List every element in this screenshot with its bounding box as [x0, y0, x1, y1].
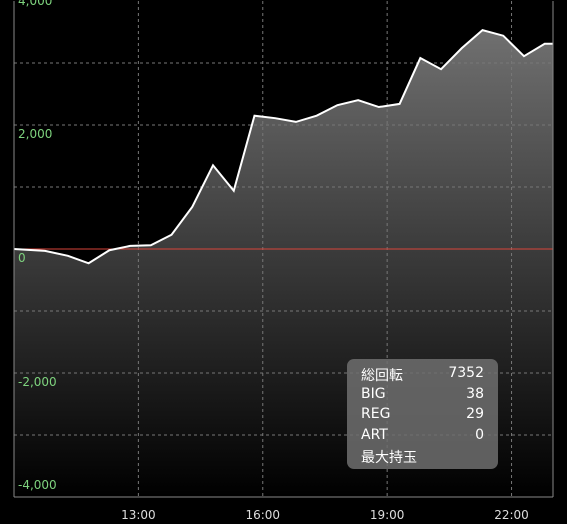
info-value: 29 — [466, 406, 484, 422]
info-value: 0 — [475, 426, 484, 443]
info-row: REG 29 — [361, 406, 484, 427]
info-row: ART 0 — [361, 427, 484, 448]
info-row: 総回転 7352 — [361, 365, 484, 386]
y-tick-label: -4,000 — [18, 478, 57, 492]
info-label: REG — [361, 406, 391, 422]
info-row: BIG 38 — [361, 386, 484, 407]
x-tick-label: 16:00 — [245, 508, 280, 522]
y-tick-label: 4,000 — [18, 0, 52, 8]
line — [13, 29, 553, 265]
x-tick-label: 13:00 — [121, 508, 156, 522]
x-tick-label: 19:00 — [370, 508, 405, 522]
y-tick-label: 0 — [18, 251, 26, 265]
info-box: 総回転 7352 BIG 38 REG 29 ART 0 最大持玉 — [347, 359, 498, 469]
y-tick-label: -2,000 — [18, 375, 57, 389]
info-label: 総回転 — [361, 368, 403, 384]
info-value: 38 — [466, 385, 484, 402]
y-tick-label: 2,000 — [18, 127, 52, 141]
info-label: BIG — [361, 385, 386, 402]
info-label: 最大持玉 — [361, 450, 417, 466]
info-value: 7352 — [448, 365, 484, 381]
x-tick-label: 22:00 — [494, 508, 529, 522]
info-label: ART — [361, 426, 388, 443]
info-row: 最大持玉 — [361, 447, 484, 468]
